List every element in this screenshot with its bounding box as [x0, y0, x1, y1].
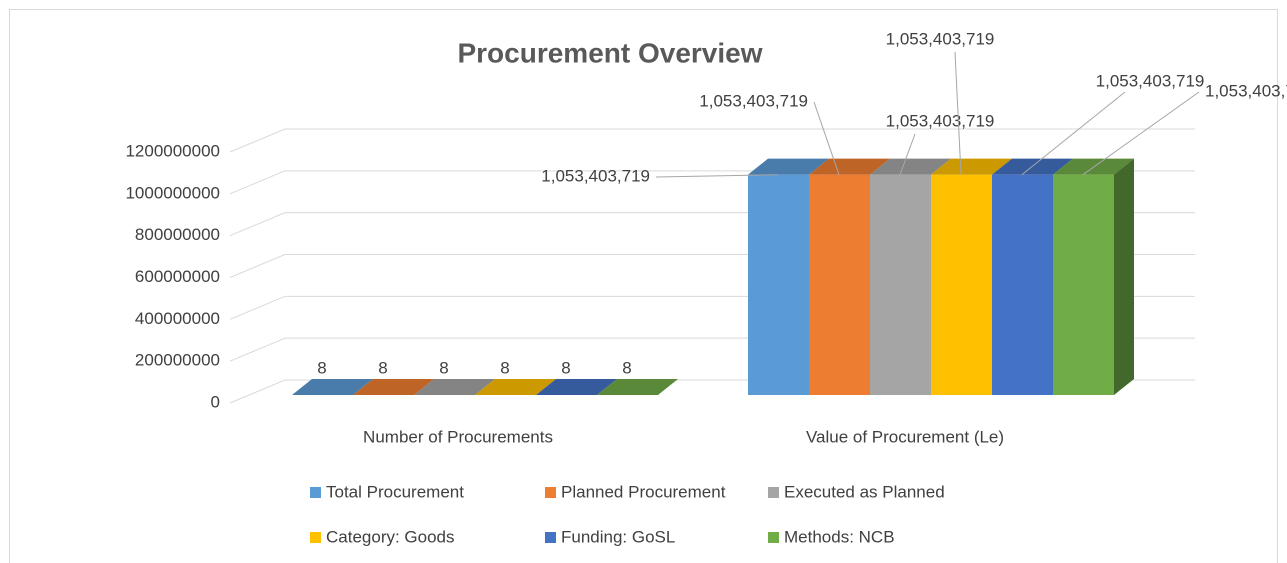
x-tick-label: Value of Procurement (Le)	[806, 427, 1004, 446]
data-label: 8	[561, 358, 570, 377]
data-label: 8	[500, 358, 509, 377]
data-label: 1,053,403,719	[886, 29, 995, 48]
bar-top	[353, 379, 434, 395]
legend-label: Executed as Planned	[784, 482, 945, 501]
data-label: 1,053,403,719	[886, 111, 995, 130]
legend-label: Planned Procurement	[561, 482, 726, 501]
legend-swatch	[545, 487, 556, 498]
data-label: 1,053,403,719	[1205, 81, 1287, 100]
chart-title: Procurement Overview	[457, 37, 762, 68]
legend-label: Total Procurement	[326, 482, 464, 501]
bar-top	[748, 158, 829, 175]
y-tick-label: 1200000000	[125, 141, 220, 160]
bar-side	[1114, 158, 1134, 395]
y-tick-label: 0	[211, 392, 220, 411]
data-label: 8	[317, 358, 326, 377]
y-tick-label: 800000000	[135, 225, 220, 244]
grid-line	[229, 128, 1195, 153]
data-label: 8	[439, 358, 448, 377]
leader-line	[1082, 91, 1200, 176]
leader-line	[1021, 91, 1126, 176]
x-tick-label: Number of Procurements	[363, 427, 553, 446]
bar-top	[414, 379, 495, 395]
bar-top	[536, 379, 617, 395]
bar-top	[931, 158, 1012, 175]
bar-top	[475, 379, 556, 395]
bar-front	[748, 174, 809, 395]
bar-front	[870, 174, 931, 395]
legend-swatch	[310, 487, 321, 498]
data-label: 1,053,403,719	[699, 91, 808, 110]
leader-line	[813, 101, 840, 175]
y-tick-label: 600000000	[135, 267, 220, 286]
bar-front	[809, 174, 870, 395]
data-label: 8	[378, 358, 387, 377]
y-tick-label: 1000000000	[125, 183, 220, 202]
leader-line	[899, 133, 916, 175]
bar-top	[870, 158, 951, 175]
legend-swatch	[768, 487, 779, 498]
y-tick-label: 400000000	[135, 309, 220, 328]
legend-label: Funding: GoSL	[561, 527, 675, 546]
legend-swatch	[310, 532, 321, 543]
data-label: 1,053,403,719	[541, 166, 650, 185]
bar-top	[597, 379, 678, 395]
data-label: 1,053,403,719	[1096, 71, 1205, 90]
bar-front	[1053, 174, 1114, 395]
legend-label: Category: Goods	[326, 527, 455, 546]
bar-front	[931, 174, 992, 395]
data-label: 8	[622, 358, 631, 377]
legend-swatch	[545, 532, 556, 543]
y-tick-label: 200000000	[135, 351, 220, 370]
bar-top	[809, 158, 890, 175]
bar-top	[292, 379, 373, 395]
legend-swatch	[768, 532, 779, 543]
legend-label: Methods: NCB	[784, 527, 895, 546]
bar-front	[992, 174, 1053, 395]
leader-line	[655, 174, 779, 178]
leader-line	[954, 51, 962, 175]
